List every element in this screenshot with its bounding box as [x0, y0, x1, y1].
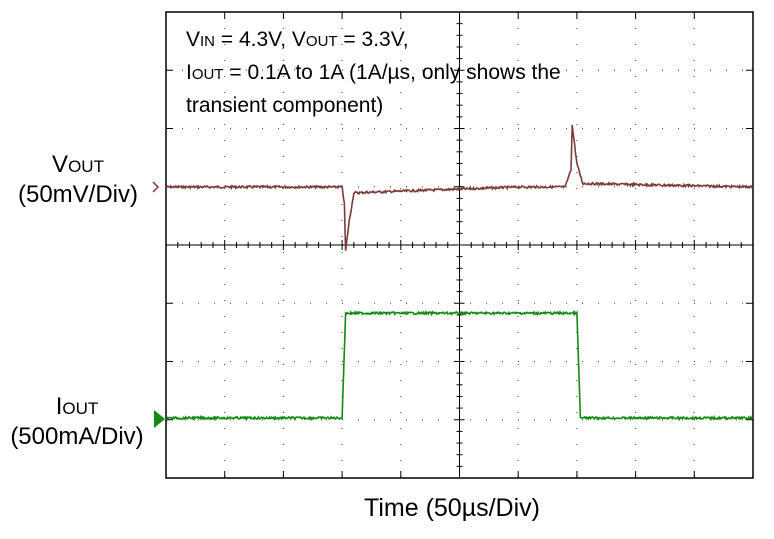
iout-scale: (500mA/Div) — [10, 423, 144, 450]
test-conditions: VIN = 4.3V, VOUT = 3.3V, IOUT = 0.1A to … — [186, 24, 561, 121]
conditions-line-3: transient component) — [186, 94, 384, 117]
conditions-line-2: IOUT = 0.1A to 1A (1A/µs, only shows the — [186, 61, 561, 84]
vout-trace — [165, 124, 754, 251]
iout-ground-marker — [154, 410, 165, 428]
channel-markers — [152, 181, 165, 428]
iout-channel-label: IOUT (500mA/Div) — [0, 393, 154, 451]
x-axis-label: Time (50µs/Div) — [364, 494, 540, 522]
conditions-line-1: VIN = 4.3V, VOUT = 3.3V, — [186, 28, 409, 51]
vout-channel-label: VOUT (50mV/Div) — [2, 151, 154, 209]
vout-ground-marker — [152, 181, 160, 193]
graticule-frame — [165, 11, 754, 479]
iout-name: IOUT — [55, 393, 99, 420]
vout-name: VOUT — [52, 151, 104, 178]
grid — [165, 11, 754, 479]
iout-trace — [165, 309, 754, 422]
vout-scale: (50mV/Div) — [17, 181, 138, 208]
